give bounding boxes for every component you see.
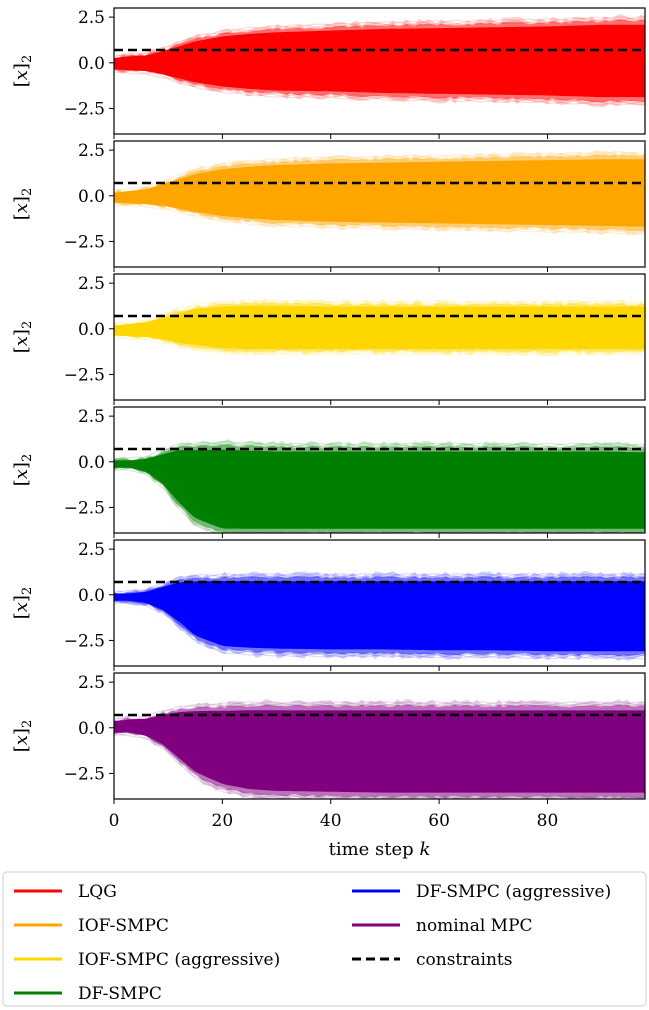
y-tick-label: 2.5 — [78, 8, 105, 28]
trajectory-trace — [114, 151, 645, 195]
y-tick-label: −2.5 — [64, 498, 105, 518]
panel-6: 2.5 0.0 −2.5 [x]2 — [11, 672, 646, 804]
trajectory-trace — [114, 202, 645, 234]
trajectory-trace — [114, 701, 645, 723]
legend-label: DF-SMPC (aggressive) — [416, 882, 611, 902]
trajectory-trace — [114, 730, 628, 799]
y-axis-label: [x]2 — [11, 321, 35, 354]
trajectory-trace — [114, 598, 645, 660]
panel-2: 2.5 0.0 −2.5 [x]2 — [11, 140, 646, 272]
legend-label: IOF-SMPC (aggressive) — [78, 950, 280, 970]
trajectory-trace — [114, 441, 645, 461]
trajectory-trace — [114, 573, 645, 596]
trajectory-trace — [114, 151, 645, 192]
trajectory-trace — [114, 600, 645, 660]
trajectory-trace — [114, 16, 645, 60]
trajectory-trace — [114, 600, 645, 660]
trajectory-trace — [114, 16, 645, 58]
y-tick-label: 2.5 — [78, 407, 105, 427]
y-tick-label: 0.0 — [78, 719, 105, 739]
y-tick-label: 2.5 — [78, 540, 105, 560]
trajectory-trace — [114, 440, 645, 463]
trajectory-trace — [114, 67, 645, 106]
trajectory-band — [114, 581, 645, 652]
trajectory-trace — [114, 335, 645, 356]
trajectory-trace — [114, 151, 645, 193]
y-tick-label: 2.5 — [78, 274, 105, 294]
trajectory-band — [114, 710, 645, 793]
trajectory-trace — [114, 573, 645, 594]
trajectory-trace — [114, 701, 645, 721]
y-tick-label: −2.5 — [64, 99, 105, 119]
y-axis-label: [x]2 — [11, 454, 35, 487]
panel-frame — [113, 7, 646, 135]
legend-label: nominal MPC — [416, 916, 533, 936]
legend-label: DF-SMPC — [78, 984, 162, 1004]
x-tick-label: 60 — [428, 811, 450, 831]
y-tick-label: 0.0 — [78, 453, 105, 473]
x-tick-label: 20 — [212, 811, 234, 831]
panel-frame — [113, 406, 646, 534]
y-tick-label: 0.0 — [78, 586, 105, 606]
y-axis-label: [x]2 — [11, 188, 35, 221]
trajectory-trace — [114, 69, 645, 106]
x-tick-label: 0 — [109, 811, 120, 831]
panel-frame — [113, 672, 646, 800]
panel-4: 2.5 0.0 −2.5 [x]2 — [11, 406, 646, 538]
y-axis-label: [x]2 — [11, 55, 35, 88]
trajectory-trace — [114, 732, 645, 799]
y-tick-label: −2.5 — [64, 764, 105, 784]
y-tick-label: 0.0 — [78, 320, 105, 340]
legend-label: IOF-SMPC — [78, 916, 169, 936]
trajectory-trace — [114, 202, 645, 235]
trajectory-trace — [114, 16, 645, 58]
y-tick-label: 0.0 — [78, 187, 105, 207]
trajectory-band — [114, 159, 645, 227]
trajectory-trace — [114, 732, 645, 799]
legend-label: LQG — [78, 882, 117, 902]
trajectory-band — [114, 24, 645, 98]
y-tick-label: 2.5 — [78, 673, 105, 693]
panel-1: 2.5 0.0 −2.5 [x]2 — [11, 7, 646, 139]
trajectory-trace — [114, 465, 619, 533]
trajectory-trace — [114, 299, 645, 325]
y-tick-label: 2.5 — [78, 141, 105, 161]
panel-5: 2.5 0.0 −2.5 [x]2 — [11, 539, 646, 671]
trajectory-trace — [114, 333, 645, 356]
legend-label: constraints — [416, 950, 512, 970]
trajectory-trace — [114, 573, 645, 595]
x-tick-label: 80 — [537, 811, 559, 831]
x-axis-label: time step k — [329, 839, 431, 860]
trajectory-band — [114, 449, 645, 529]
panel-frame — [113, 539, 646, 667]
trajectory-trace — [114, 441, 645, 462]
y-tick-label: 0.0 — [78, 54, 105, 74]
y-tick-label: −2.5 — [64, 365, 105, 385]
panel-frame — [113, 273, 646, 401]
x-tick-label: 40 — [320, 811, 342, 831]
trajectory-trace — [114, 701, 645, 721]
y-tick-label: −2.5 — [64, 232, 105, 252]
legend: LQG IOF-SMPC IOF-SMPC (aggressive) DF-SMPC D… — [2, 871, 647, 1007]
trajectory-trace — [114, 299, 645, 328]
panel-frame — [113, 140, 646, 268]
panel-3: 2.5 0.0 −2.5 [x]2 — [11, 273, 646, 405]
y-axis-label: [x]2 — [11, 587, 35, 620]
y-axis-label: [x]2 — [11, 720, 35, 753]
trajectory-trace — [114, 69, 645, 106]
legend-frame — [2, 871, 647, 1007]
trajectory-band — [114, 305, 645, 350]
trajectory-trace — [114, 335, 645, 356]
trajectory-trace — [114, 299, 645, 326]
trajectory-trace — [114, 200, 645, 235]
y-tick-label: −2.5 — [64, 631, 105, 651]
